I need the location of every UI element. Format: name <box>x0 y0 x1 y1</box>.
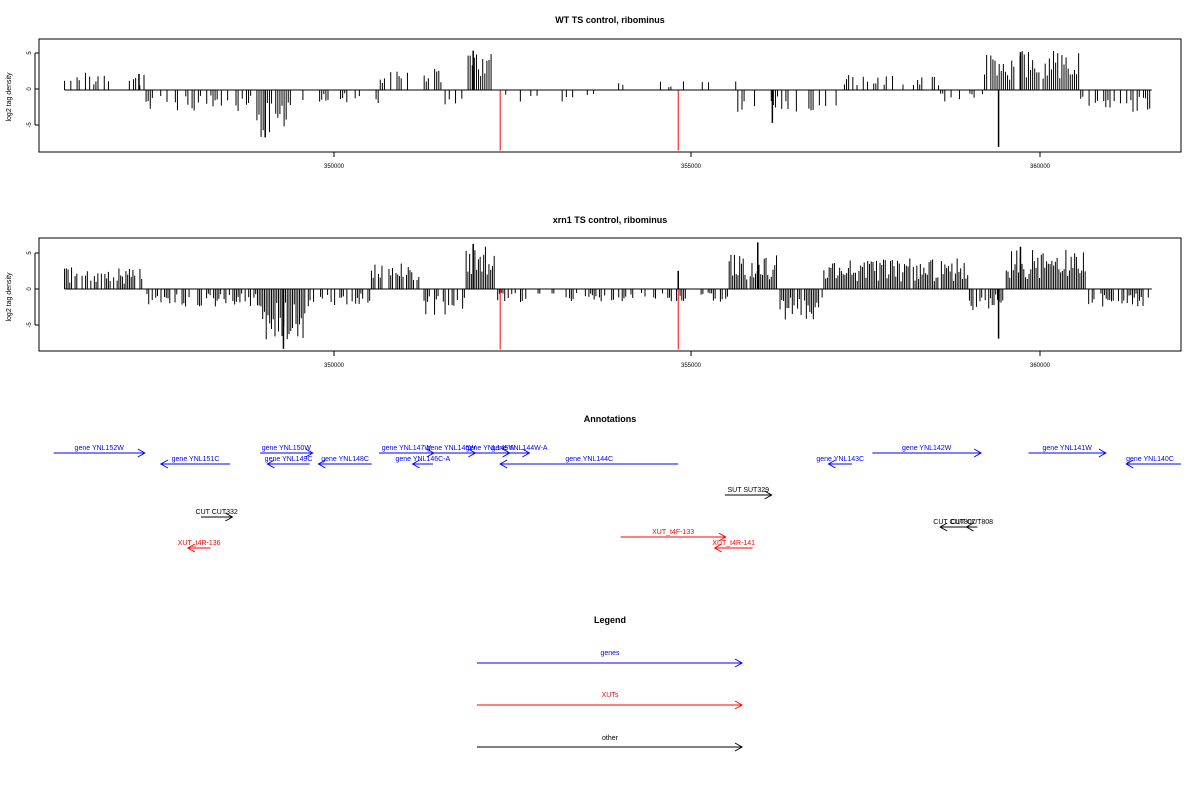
annotation-feature: gene YNL146C-A <box>395 456 451 469</box>
feature-arrowhead <box>713 543 722 553</box>
annotations-title: Annotations <box>584 414 637 424</box>
feature-label: XUT_t4R-136 <box>178 540 221 547</box>
y-tick-label: 0 <box>27 287 33 291</box>
y-tick-label: -5 <box>27 322 33 328</box>
feature-label: XUT_t4F-133 <box>652 529 694 536</box>
legend-arrowhead-xuts <box>734 700 744 710</box>
xrn1-markers <box>499 289 679 350</box>
legend-entry-other: other <box>477 735 744 752</box>
feature-label: gene YNL146W <box>427 445 477 452</box>
xrn1-density-bars <box>64 242 1149 349</box>
feature-arrowhead <box>522 448 531 458</box>
xrn1-track-title: xrn1 TS control, ribominus <box>553 215 668 225</box>
wt-track-title: WT TS control, ribominus <box>555 15 665 25</box>
annotation-feature: XUT_t4R-141 <box>712 540 755 553</box>
legend-label-genes: genes <box>600 650 620 657</box>
annotation-feature: gene YNL144W-A <box>491 445 548 458</box>
annotation-feature: gene YNL148C <box>317 456 372 469</box>
annotation-feature: CUT CUT807 <box>933 519 976 532</box>
wt-plot-frame <box>38 38 1182 153</box>
feature-label: CUT CUT332 <box>196 509 238 516</box>
legend-arrowhead-other <box>734 742 744 752</box>
y-tick-label: 5 <box>27 251 33 255</box>
annotation-feature: XUT_t4R-136 <box>178 540 221 553</box>
wt-track-panel: WT TS control, ribominus 5 0 -5 log2 tag… <box>6 15 1182 170</box>
annotation-feature: XUT_t4F-133 <box>620 529 727 542</box>
feature-label: gene YNL143C <box>816 456 864 463</box>
feature-arrowhead <box>499 459 508 469</box>
feature-arrowhead <box>186 543 196 553</box>
feature-arrowhead <box>764 490 773 500</box>
annotation-feature: gene YNL149C <box>265 456 313 469</box>
y-tick-label: -5 <box>27 122 33 128</box>
x-tick-label: 350000 <box>324 164 345 170</box>
feature-arrowhead <box>225 512 234 522</box>
annotation-feature: gene YNL140C <box>1125 456 1181 469</box>
legend-arrowhead-genes <box>734 658 744 668</box>
feature-label: gene YNL142W <box>902 445 952 452</box>
annotation-feature: gene YNL143C <box>816 456 864 469</box>
legend-label-xuts: XUTs <box>602 692 619 699</box>
x-tick-label: 355000 <box>681 164 702 170</box>
feature-label: gene YNL150W <box>262 445 312 452</box>
xrn1-track-panel: xrn1 TS control, ribominus 5 0 -5 log2 t… <box>6 215 1182 369</box>
feature-label: gene YNL148C <box>321 456 369 463</box>
feature-arrowhead <box>411 459 420 469</box>
feature-label: XUT_t4R-141 <box>712 540 755 547</box>
feature-arrowhead <box>973 448 983 458</box>
feature-label: gene YNL146C-A <box>395 456 450 463</box>
feature-arrowhead <box>965 522 974 532</box>
x-tick-label: 360000 <box>1030 363 1051 369</box>
annotation-feature: gene YNL150W <box>260 445 314 458</box>
annotation-feature: SUT SUT329 <box>724 487 773 500</box>
feature-arrowhead <box>827 459 836 469</box>
feature-arrowhead <box>266 459 275 469</box>
feature-arrowhead <box>718 532 727 542</box>
annotation-feature: gene YNL151C <box>159 456 231 469</box>
feature-label: gene YNL145W <box>466 445 516 452</box>
legend-entry-genes: genes <box>477 650 744 668</box>
feature-arrowhead <box>1098 448 1107 458</box>
feature-label: gene YNL151C <box>172 456 220 463</box>
y-tick-label: 5 <box>27 51 33 55</box>
x-tick-label: 360000 <box>1030 164 1051 170</box>
xrn1-plot-frame <box>38 237 1182 352</box>
wt-markers <box>499 90 679 151</box>
feature-arrowhead <box>305 448 314 458</box>
annotation-features: gene YNL152W gene YNL151C gene YNL150W gene… <box>53 445 1181 553</box>
legend-entry-xuts: XUTs <box>477 692 744 710</box>
annotation-feature: gene YNL141W <box>1028 445 1107 458</box>
y-axis-label: log2 tag density <box>6 272 13 322</box>
legend-panel: Legend genes XUTs other <box>477 615 744 752</box>
feature-label: gene YNL141W <box>1043 445 1093 452</box>
feature-arrowhead <box>1125 459 1134 469</box>
feature-label: gene YNL149C <box>265 456 313 463</box>
annotation-feature: gene YNL144C <box>499 456 679 469</box>
annotation-feature: CUT CUT808 <box>951 519 993 532</box>
feature-arrowhead <box>159 459 169 469</box>
feature-label: gene YNL144W-A <box>491 445 547 452</box>
x-tick-label: 355000 <box>681 363 702 369</box>
feature-label: gene YNL152W <box>75 445 125 452</box>
feature-label: CUT CUT807 <box>933 519 975 526</box>
feature-arrowhead <box>137 448 146 458</box>
y-tick-label: 0 <box>27 87 33 91</box>
wt-density-bars <box>64 50 1151 147</box>
feature-arrowhead <box>939 522 948 532</box>
legend-label-other: other <box>602 735 619 742</box>
legend-title: Legend <box>594 615 626 625</box>
annotation-feature: gene YNL142W <box>872 445 983 458</box>
feature-label: gene YNL140C <box>1126 456 1174 463</box>
feature-arrowhead <box>317 459 326 469</box>
feature-label: gene YNL144C <box>565 456 613 463</box>
x-tick-label: 350000 <box>324 363 345 369</box>
feature-label: SUT SUT329 <box>728 487 770 494</box>
y-axis-label: log2 tag density <box>6 72 13 122</box>
annotation-feature: gene YNL152W <box>53 445 146 458</box>
feature-label: CUT CUT808 <box>951 519 993 526</box>
feature-label: gene YNL147W <box>382 445 432 452</box>
annotation-feature: CUT CUT332 <box>196 509 238 522</box>
